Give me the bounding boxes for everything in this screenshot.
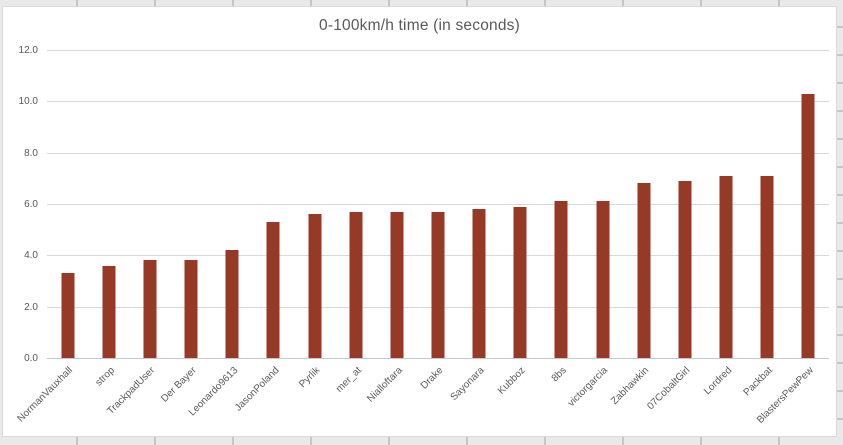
plot-area: 0.0 2.0 4.0 6.0 8.0 10.0 12.0 xyxy=(19,46,829,364)
bar xyxy=(678,180,692,358)
y-tick-label: 4.0 xyxy=(24,250,38,262)
x-tick-label: NormanVauxhall xyxy=(15,365,76,425)
x-tick-label: Drake xyxy=(419,365,446,392)
x-tick-label: Kubboz xyxy=(496,365,529,397)
chart-title: 0-100km/h time (in seconds) xyxy=(319,17,520,34)
x-tick-label: Nialloftara xyxy=(364,365,405,405)
y-tick-label: 12.0 xyxy=(18,45,38,56)
gridline xyxy=(47,101,829,103)
spreadsheet-row-top xyxy=(0,0,843,6)
bar xyxy=(184,260,198,358)
x-tick-label: Der Bayer xyxy=(159,365,199,405)
x-tick-label: Zabhawkin xyxy=(609,365,652,407)
y-tick-label: 10.0 xyxy=(18,96,38,108)
bar xyxy=(801,93,815,358)
y-tick-label: 8.0 xyxy=(24,147,38,159)
bar xyxy=(143,260,157,358)
x-tick-label: Pyrlik xyxy=(297,365,323,391)
bar xyxy=(308,214,322,358)
x-tick-label: mer_at xyxy=(333,365,364,395)
bar xyxy=(596,201,610,358)
bar xyxy=(472,209,486,358)
bar xyxy=(513,206,527,358)
bar xyxy=(719,175,733,358)
gridline xyxy=(47,204,829,205)
gridline xyxy=(47,50,829,51)
bar xyxy=(637,183,651,358)
y-tick-label: 0.0 xyxy=(24,353,38,364)
spreadsheet-row-bottom xyxy=(0,437,843,445)
x-tick-label: 07CobaltGirl xyxy=(645,365,693,413)
bar xyxy=(225,250,239,358)
y-tick-label: 2.0 xyxy=(24,301,38,313)
x-tick-label: 8bs xyxy=(550,365,570,385)
y-tick-label: 6.0 xyxy=(24,199,38,210)
x-axis-labels: NormanVauxhall strop TrackpadUser Der Bayer… xyxy=(16,362,829,437)
x-axis-line xyxy=(47,358,829,359)
bar xyxy=(349,211,363,358)
x-tick-label: Sayonara xyxy=(448,365,487,404)
spreadsheet-column-right xyxy=(837,0,843,445)
spreadsheet-column-left xyxy=(0,0,2,445)
bar xyxy=(390,211,404,358)
x-tick-label: Packbat xyxy=(741,365,776,399)
x-tick-label: Lordred xyxy=(701,365,734,398)
x-tick-label: strop xyxy=(93,365,117,389)
bar xyxy=(61,273,75,358)
chart-area[interactable]: 0-100km/h time (in seconds) 0.0 2.0 4.0 6.0… xyxy=(2,6,837,437)
x-tick-label: victorgarcia xyxy=(566,365,611,409)
bar xyxy=(760,175,774,358)
bar xyxy=(431,211,445,358)
bar xyxy=(102,265,116,358)
bar xyxy=(554,201,568,358)
gridline xyxy=(47,152,829,154)
bar xyxy=(266,221,280,358)
